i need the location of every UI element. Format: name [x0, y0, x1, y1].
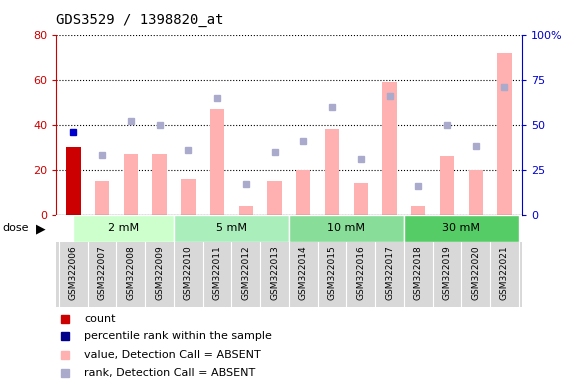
Text: GSM322011: GSM322011 [213, 245, 222, 300]
Text: 5 mM: 5 mM [216, 223, 247, 233]
Bar [289, 215, 404, 242]
Text: 30 mM: 30 mM [443, 223, 480, 233]
Bar [73, 215, 174, 242]
Bar [353, 184, 368, 215]
Text: GSM322013: GSM322013 [270, 245, 279, 300]
Text: GDS3529 / 1398820_at: GDS3529 / 1398820_at [56, 13, 224, 27]
Bar [468, 170, 483, 215]
Text: 2 mM: 2 mM [108, 223, 139, 233]
Text: percentile rank within the sample: percentile rank within the sample [84, 331, 272, 341]
Bar [383, 82, 397, 215]
Bar [95, 181, 109, 215]
Text: GSM322008: GSM322008 [126, 245, 135, 300]
Text: GSM322019: GSM322019 [443, 245, 452, 300]
Bar [210, 109, 224, 215]
Text: ▶: ▶ [36, 222, 46, 235]
Bar [153, 154, 167, 215]
Bar [440, 156, 454, 215]
Text: dose: dose [3, 223, 29, 233]
Bar [238, 206, 253, 215]
Text: GSM322020: GSM322020 [471, 245, 480, 300]
Text: GSM322014: GSM322014 [299, 245, 308, 300]
Bar [66, 147, 81, 215]
Text: GSM322010: GSM322010 [184, 245, 193, 300]
Text: 10 mM: 10 mM [328, 223, 365, 233]
Text: GSM322016: GSM322016 [356, 245, 365, 300]
Text: GSM322007: GSM322007 [98, 245, 107, 300]
Bar [268, 181, 282, 215]
Bar [296, 170, 310, 215]
Text: value, Detection Call = ABSENT: value, Detection Call = ABSENT [84, 350, 261, 360]
Bar [123, 154, 138, 215]
Text: GSM322015: GSM322015 [328, 245, 337, 300]
Text: GSM322017: GSM322017 [385, 245, 394, 300]
Text: GSM322006: GSM322006 [69, 245, 78, 300]
Text: rank, Detection Call = ABSENT: rank, Detection Call = ABSENT [84, 368, 255, 378]
Text: GSM322018: GSM322018 [414, 245, 423, 300]
Text: GSM322012: GSM322012 [241, 245, 250, 300]
Bar [411, 206, 425, 215]
Text: GSM322009: GSM322009 [155, 245, 164, 300]
Bar [497, 53, 512, 215]
Text: GSM322021: GSM322021 [500, 245, 509, 300]
Bar [181, 179, 195, 215]
Bar [404, 215, 519, 242]
Text: count: count [84, 314, 116, 324]
Bar [325, 129, 339, 215]
Bar [174, 215, 289, 242]
